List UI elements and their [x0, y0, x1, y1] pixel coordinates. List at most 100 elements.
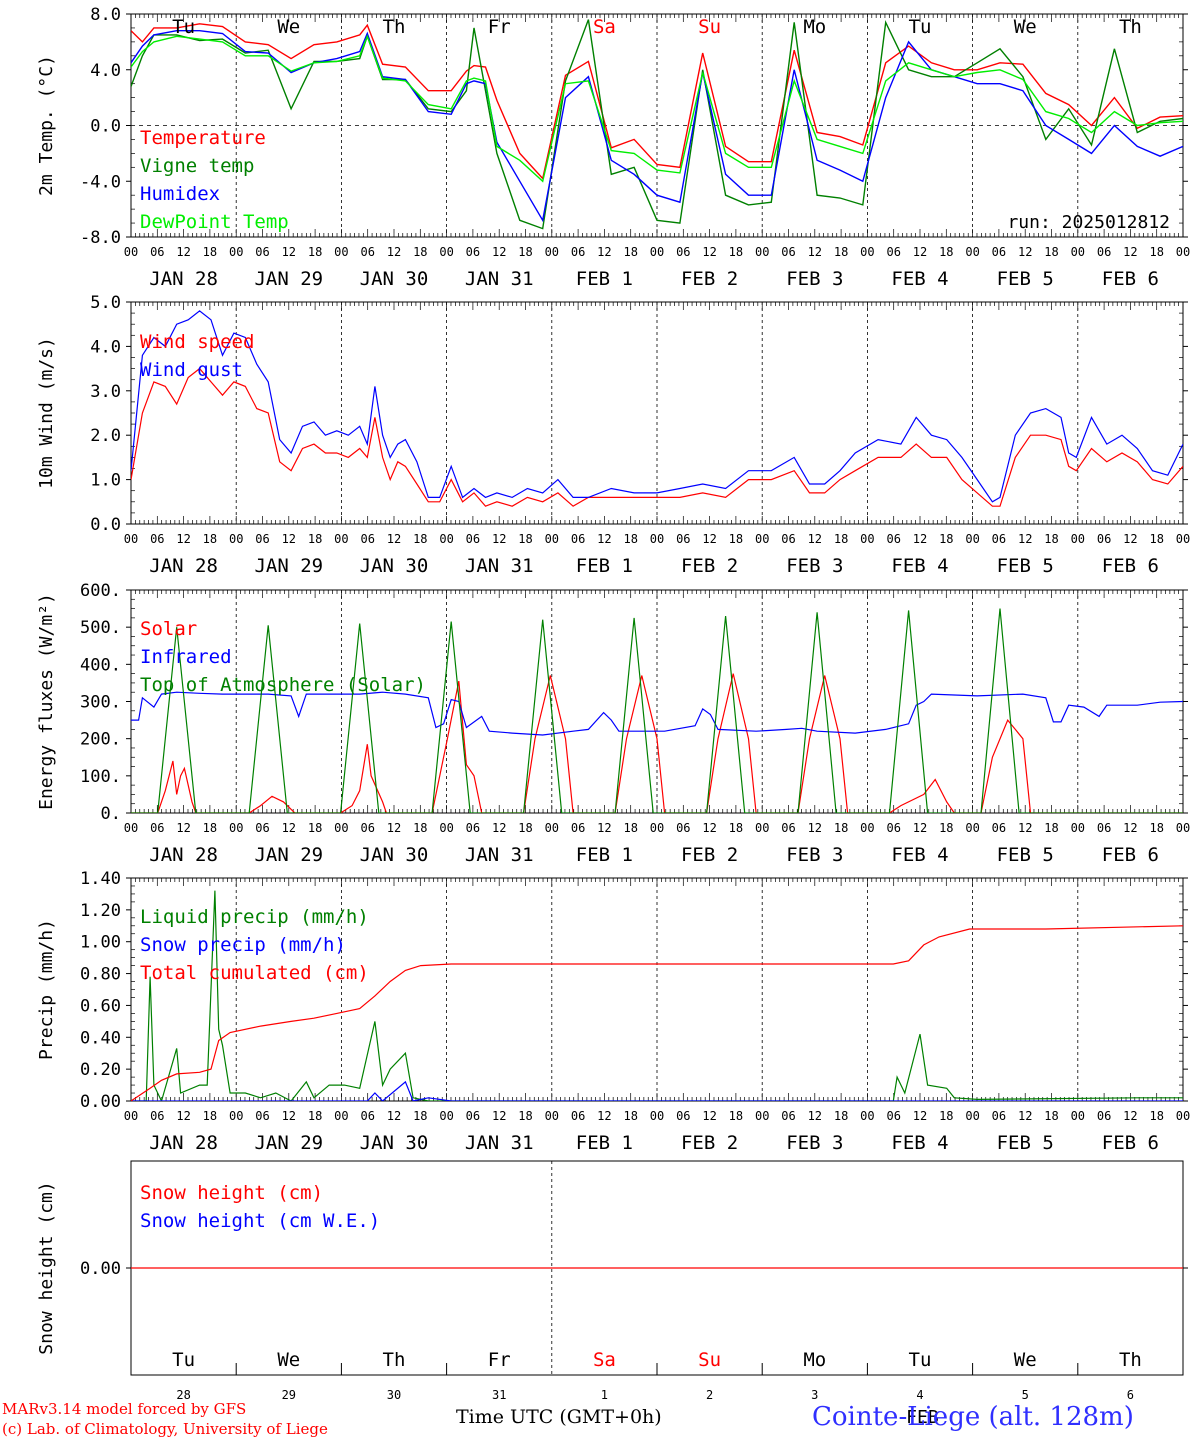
- hour-tick-label: 12: [1018, 245, 1032, 259]
- footer-model-line: MARv3.14 model forced by GFS: [2, 1400, 247, 1418]
- hour-tick-label: 18: [729, 532, 743, 546]
- hour-tick-label: 12: [702, 821, 716, 835]
- y-tick-label: -8.0: [80, 228, 121, 248]
- hour-tick-label: 00: [124, 245, 138, 259]
- hour-tick-label: 06: [571, 245, 585, 259]
- hour-tick-label: 00: [755, 245, 769, 259]
- weekday-label: Fr: [488, 16, 511, 38]
- plot-frame: [130, 13, 1184, 238]
- legend-entry: Humidex: [140, 183, 220, 205]
- date-label: FEB 5: [997, 268, 1054, 290]
- hour-tick-label: 00: [439, 821, 453, 835]
- hour-tick-label: 18: [1044, 1109, 1058, 1123]
- day-number-label: 31: [492, 1388, 506, 1402]
- y-tick-label: 0.00: [80, 1259, 121, 1279]
- hour-tick-label: 12: [387, 821, 401, 835]
- day-number-label: 29: [282, 1388, 296, 1402]
- hour-tick-label: 00: [1176, 821, 1190, 835]
- hour-tick-label: 00: [1071, 1109, 1085, 1123]
- legend-entry: Wind speed: [140, 331, 254, 353]
- legend-entry: Top of Atmosphere (Solar): [140, 674, 426, 696]
- hour-tick-label: 06: [886, 532, 900, 546]
- hour-tick-label: 06: [992, 821, 1006, 835]
- hour-tick-label: 00: [545, 821, 559, 835]
- hour-tick-label: 18: [308, 532, 322, 546]
- date-label: FEB 5: [997, 1132, 1054, 1154]
- hour-tick-label: 12: [597, 245, 611, 259]
- hour-tick-label: 12: [176, 532, 190, 546]
- hour-tick-label: 18: [939, 532, 953, 546]
- y-tick-label: 400.: [80, 655, 121, 675]
- date-label: FEB 1: [576, 844, 633, 866]
- date-label: FEB 1: [576, 1132, 633, 1154]
- legend-entry: Snow height (cm W.E.): [140, 1210, 380, 1232]
- hour-tick-label: 06: [360, 821, 374, 835]
- hour-tick-label: 00: [545, 1109, 559, 1123]
- hour-tick-label: 18: [1044, 245, 1058, 259]
- y-tick-label: 1.20: [80, 901, 121, 921]
- hour-tick-label: 06: [360, 1109, 374, 1123]
- hour-tick-label: 12: [808, 532, 822, 546]
- hour-tick-label: 12: [492, 821, 506, 835]
- panel-snow: 0.00 Snow height (cm) Snow height (cm) Snow…: [36, 1160, 1188, 1376]
- series-line-wind-gust: [131, 310, 1183, 503]
- hour-tick-label: 12: [597, 1109, 611, 1123]
- hour-tick-label: 18: [834, 821, 848, 835]
- series-line-temperature: [131, 23, 1183, 180]
- date-label: FEB 4: [891, 268, 948, 290]
- weekday-label: Mo: [803, 1349, 826, 1371]
- date-label: FEB 1: [576, 555, 633, 577]
- date-label: FEB 6: [1102, 844, 1159, 866]
- month-label: FEB: [906, 1407, 939, 1428]
- hour-tick-label: 00: [965, 532, 979, 546]
- hour-tick-label: 06: [781, 1109, 795, 1123]
- hour-tick-label: 12: [597, 532, 611, 546]
- hour-tick-label: 18: [1149, 1109, 1163, 1123]
- hour-tick-label: 18: [834, 1109, 848, 1123]
- hour-tick-label: 06: [150, 821, 164, 835]
- series-line-dewpoint-temp: [131, 34, 1183, 183]
- hour-tick-label: 06: [781, 821, 795, 835]
- hour-tick-label: 00: [334, 532, 348, 546]
- y-axis-label: 10m Wind (m/s): [36, 337, 57, 489]
- y-tick-label: 200.: [80, 730, 121, 750]
- legend-entry: DewPoint Temp: [140, 211, 289, 233]
- weekday-label: We: [1014, 1349, 1037, 1371]
- hour-tick-label: 06: [255, 532, 269, 546]
- hour-tick-label: 00: [229, 532, 243, 546]
- legend-entry: Wind gust: [140, 359, 243, 381]
- hour-tick-label: 18: [518, 245, 532, 259]
- hour-tick-label: 00: [860, 821, 874, 835]
- y-tick-label: 1.40: [80, 869, 121, 889]
- hour-tick-label: 18: [308, 821, 322, 835]
- run-label: run: 2025012812: [1007, 212, 1170, 233]
- hour-tick-label: 06: [360, 245, 374, 259]
- hour-tick-label: 06: [676, 821, 690, 835]
- hour-tick-label: 12: [1018, 1109, 1032, 1123]
- hour-tick-label: 12: [282, 245, 296, 259]
- date-label: FEB 3: [786, 268, 843, 290]
- hour-tick-label: 06: [466, 532, 480, 546]
- y-tick-label: 0.0: [90, 515, 121, 535]
- y-tick-label: -4.0: [80, 172, 121, 192]
- hour-tick-label: 18: [203, 821, 217, 835]
- hour-tick-label: 18: [1149, 532, 1163, 546]
- hour-tick-label: 12: [282, 821, 296, 835]
- time-axis-label: Time UTC (GMT+0h): [456, 1406, 662, 1428]
- hour-tick-label: 12: [176, 821, 190, 835]
- hour-tick-label: 12: [387, 1109, 401, 1123]
- date-label: JAN 29: [254, 268, 323, 290]
- hour-tick-label: 00: [650, 532, 664, 546]
- hour-tick-label: 12: [913, 532, 927, 546]
- hour-tick-label: 12: [492, 532, 506, 546]
- hour-tick-label: 12: [1123, 532, 1137, 546]
- day-number-label: 1: [601, 1388, 608, 1402]
- hour-tick-label: 12: [808, 1109, 822, 1123]
- series-line-top-of-atmosphere-solar-: [131, 608, 1183, 813]
- footer-credit-line: (c) Lab. of Climatology, University of L…: [2, 1420, 328, 1438]
- y-tick-label: 3.0: [90, 382, 121, 402]
- hour-tick-label: 12: [282, 1109, 296, 1123]
- hour-tick-label: 06: [571, 1109, 585, 1123]
- hour-tick-label: 00: [1071, 821, 1085, 835]
